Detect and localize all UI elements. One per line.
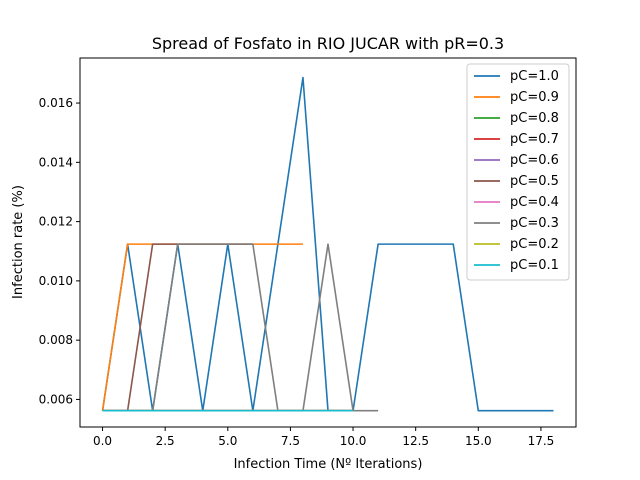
legend-label: pC=0.4 [510,195,559,210]
x-tick-label: 10.0 [340,434,367,448]
x-tick-label: 5.0 [218,434,237,448]
x-tick-label: 2.5 [156,434,175,448]
plot-area [101,76,554,412]
x-tick-label: 17.5 [528,434,555,448]
legend-label: pC=0.6 [510,153,559,168]
axes-frame [79,57,577,428]
legend-label: pC=0.8 [510,111,559,126]
legend-label: pC=0.5 [510,174,559,189]
y-axis: 0.006 0.008 0.010 0.012 0.014 0.016 [39,96,80,406]
x-tick-label: 0.0 [93,434,112,448]
y-axis-label: Infection rate (%) [11,185,26,299]
x-tick-label: 12.5 [402,434,429,448]
x-axis-label: Infection Time (Nº Iterations) [234,457,423,472]
chart-title: Spread of Fosfato in RIO JUCAR with pR=0… [152,34,504,53]
series-line-5 [102,243,253,412]
y-tick-label: 0.006 [39,392,73,406]
legend-label: pC=0.7 [510,132,559,147]
legend-label: pC=0.2 [510,237,559,252]
y-tick-label: 0.012 [39,215,73,229]
legend-label: pC=1.0 [510,69,559,84]
series-line-1 [101,243,303,411]
y-tick-label: 0.014 [39,155,73,169]
x-tick-label: 7.5 [281,434,300,448]
y-tick-label: 0.008 [39,333,73,347]
y-tick-label: 0.010 [39,274,73,288]
x-tick-label: 15.0 [465,434,492,448]
legend-label: pC=0.3 [510,216,559,231]
x-axis: 0.0 2.5 5.0 7.5 10.0 12.5 15.0 17.5 [93,427,554,448]
legend-label: pC=0.9 [510,90,559,105]
y-tick-label: 0.016 [39,96,73,110]
legend-label: pC=0.1 [510,258,559,273]
legend: pC=1.0 pC=0.9 pC=0.8 pC=0.7 pC=0.6 pC=0.5 pC=0… [466,63,570,281]
